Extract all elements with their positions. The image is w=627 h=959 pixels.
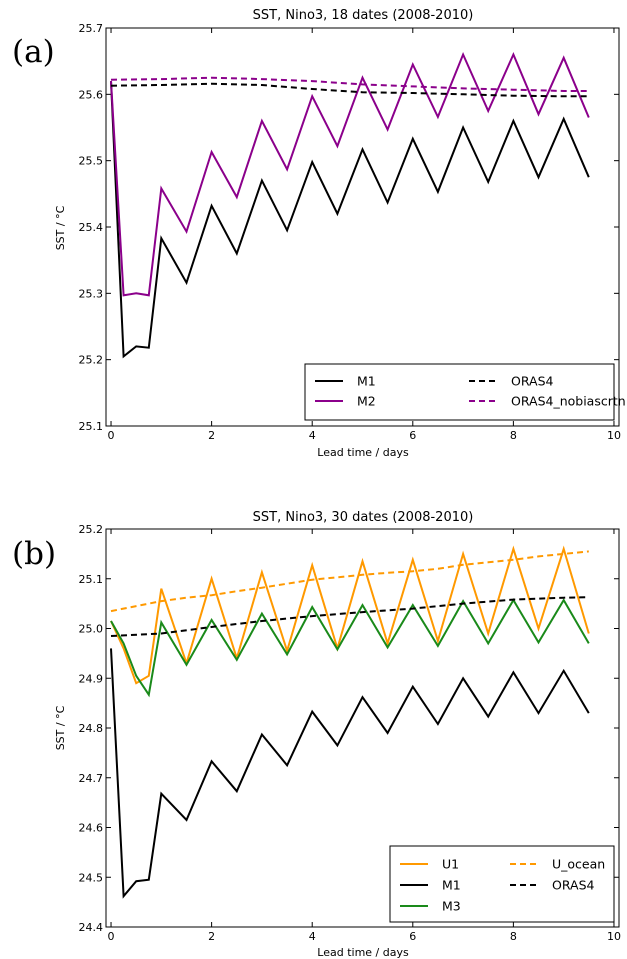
y-tick-label: 24.7	[79, 772, 104, 785]
legend-box	[304, 363, 615, 421]
series-line-m3	[110, 598, 590, 698]
x-tick-label: 6	[409, 930, 416, 943]
y-tick-label: 24.4	[79, 921, 104, 934]
y-tick-label: 24.9	[79, 672, 104, 685]
legend-label: M3	[442, 899, 461, 914]
y-tick-label: 24.5	[79, 871, 104, 884]
y-tick-label: 25.1	[79, 573, 104, 586]
y-tick-label: 25.2	[79, 523, 104, 536]
x-tick-label: 8	[510, 930, 517, 943]
panel-b-title: SST, Nino3, 30 dates (2008-2010)	[253, 510, 474, 525]
series-line-m1	[110, 648, 590, 899]
panel-a-lines	[110, 51, 590, 359]
legend-label: M1	[357, 374, 376, 389]
legend-label: M2	[357, 394, 376, 409]
panel-b: (b) SST, Nino3, 30 dates (2008-2010) Lea…	[12, 510, 621, 959]
x-tick-label: 2	[208, 429, 215, 442]
x-tick-label: 8	[510, 429, 517, 442]
series-line-m1	[110, 81, 590, 359]
series-line-oras4	[110, 82, 589, 98]
y-tick-label: 25.3	[79, 287, 104, 300]
legend-label: U1	[442, 857, 459, 872]
panel-a: (a) SST, Nino3, 18 dates (2008-2010) Lea…	[12, 8, 626, 459]
panel-a-label: (a)	[12, 34, 55, 70]
x-tick-label: 4	[309, 429, 316, 442]
legend-label: ORAS4	[511, 374, 554, 389]
legend-label: ORAS4	[552, 878, 595, 893]
series-line-u1	[110, 545, 590, 685]
y-tick-label: 25.0	[79, 623, 104, 636]
panel-a-axes-frame	[105, 27, 620, 427]
y-tick-label: 25.5	[79, 155, 104, 168]
x-tick-label: 0	[108, 429, 115, 442]
y-tick-label: 25.7	[79, 22, 104, 35]
x-tick-label: 4	[309, 930, 316, 943]
panel-b-xlabel: Lead time / days	[317, 946, 409, 959]
panel-a-ylabel: SST / °C	[54, 205, 67, 250]
y-tick-label: 24.6	[79, 822, 104, 835]
panel-a-ticks: 0 2 4 6 8 10 25.1 25.2 25.3 25.4 25.5 25.6 25.7	[79, 22, 621, 442]
y-tick-label: 25.6	[79, 88, 104, 101]
x-tick-label: 6	[409, 429, 416, 442]
y-tick-label: 24.8	[79, 722, 104, 735]
panel-a-title: SST, Nino3, 18 dates (2008-2010)	[253, 8, 474, 23]
panel-b-ticks: 0 2 4 6 8 10 24.4 24.5 24.6 24.7 24.8 24.9 25.0 25.1 2…	[79, 523, 621, 943]
series-line-oras4	[110, 596, 589, 637]
panel-b-ylabel: SST / °C	[54, 705, 67, 750]
y-tick-label: 25.4	[79, 221, 104, 234]
x-tick-label: 10	[607, 429, 621, 442]
series-line-m2	[110, 51, 590, 297]
panel-a-legend: M1 ORAS4 M2 ORAS4_nobiascrtn	[304, 363, 626, 421]
panel-b-legend: U1 U_ocean M1 ORAS4 M3	[389, 845, 615, 923]
series-line-oras4-nobiascrtn	[110, 76, 589, 92]
x-tick-label: 2	[208, 930, 215, 943]
panel-b-axes-frame	[105, 528, 620, 928]
legend-label: M1	[442, 878, 461, 893]
panel-b-label: (b)	[12, 536, 56, 572]
panel-b-lines	[110, 545, 590, 899]
panel-a-xlabel: Lead time / days	[317, 446, 409, 459]
y-tick-label: 25.2	[79, 354, 104, 367]
legend-label: U_ocean	[552, 857, 605, 872]
y-tick-label: 25.1	[79, 420, 104, 433]
legend-label: ORAS4_nobiascrtn	[511, 394, 626, 409]
x-tick-label: 0	[108, 930, 115, 943]
series-line-u-ocean	[110, 550, 589, 613]
x-tick-label: 10	[607, 930, 621, 943]
